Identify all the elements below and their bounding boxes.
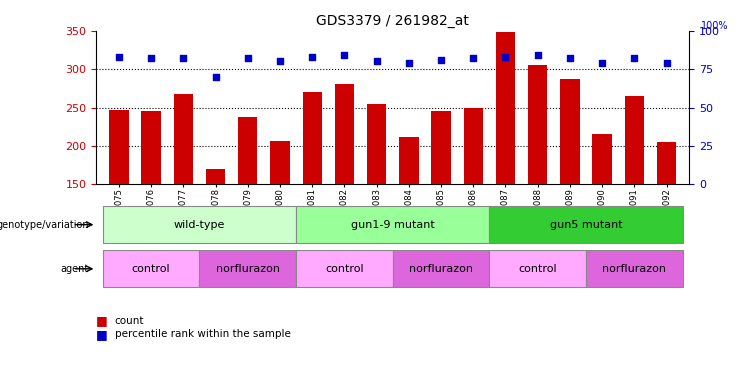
Text: ■: ■ [96, 314, 108, 327]
Text: 100%: 100% [701, 21, 728, 31]
Bar [238, 117, 257, 184]
Point [339, 52, 350, 58]
Bar [489, 206, 682, 243]
Bar [464, 108, 483, 184]
Text: control: control [519, 264, 557, 274]
Point [661, 60, 673, 66]
Point [274, 58, 286, 65]
Text: gun5 mutant: gun5 mutant [550, 220, 622, 230]
Point [597, 60, 608, 66]
Bar [560, 79, 579, 184]
Bar [496, 32, 515, 184]
Text: control: control [325, 264, 364, 274]
Text: percentile rank within the sample: percentile rank within the sample [115, 329, 290, 339]
Bar [528, 65, 548, 184]
Bar [593, 134, 612, 184]
Bar [399, 137, 419, 184]
Text: control: control [132, 264, 170, 274]
Bar [657, 142, 677, 184]
Point [242, 55, 253, 61]
Text: count: count [115, 316, 144, 326]
Point [468, 55, 479, 61]
Point [113, 54, 124, 60]
Point [370, 58, 382, 65]
Bar [489, 250, 586, 287]
Point [435, 57, 447, 63]
Point [177, 55, 189, 61]
Text: norflurazon: norflurazon [216, 264, 280, 274]
Bar [270, 141, 290, 184]
Bar [367, 104, 386, 184]
Point [145, 55, 157, 61]
Text: norflurazon: norflurazon [409, 264, 473, 274]
Text: wild-type: wild-type [173, 220, 225, 230]
Bar [142, 111, 161, 184]
Bar [431, 111, 451, 184]
Bar [296, 250, 393, 287]
Bar [296, 206, 489, 243]
Point [628, 55, 640, 61]
Title: GDS3379 / 261982_at: GDS3379 / 261982_at [316, 14, 469, 28]
Bar [173, 94, 193, 184]
Bar [586, 250, 682, 287]
Text: gun1-9 mutant: gun1-9 mutant [350, 220, 435, 230]
Point [532, 52, 544, 58]
Bar [109, 110, 128, 184]
Bar [335, 84, 354, 184]
Bar [103, 206, 296, 243]
Text: ■: ■ [96, 328, 108, 341]
Bar [199, 250, 296, 287]
Point [403, 60, 415, 66]
Bar [393, 250, 489, 287]
Text: genotype/variation: genotype/variation [0, 220, 89, 230]
Point [564, 55, 576, 61]
Text: agent: agent [61, 264, 89, 274]
Point [306, 54, 318, 60]
Bar [302, 92, 322, 184]
Text: norflurazon: norflurazon [602, 264, 666, 274]
Point [210, 74, 222, 80]
Bar [625, 96, 644, 184]
Bar [103, 250, 199, 287]
Point [499, 54, 511, 60]
Bar [206, 169, 225, 184]
